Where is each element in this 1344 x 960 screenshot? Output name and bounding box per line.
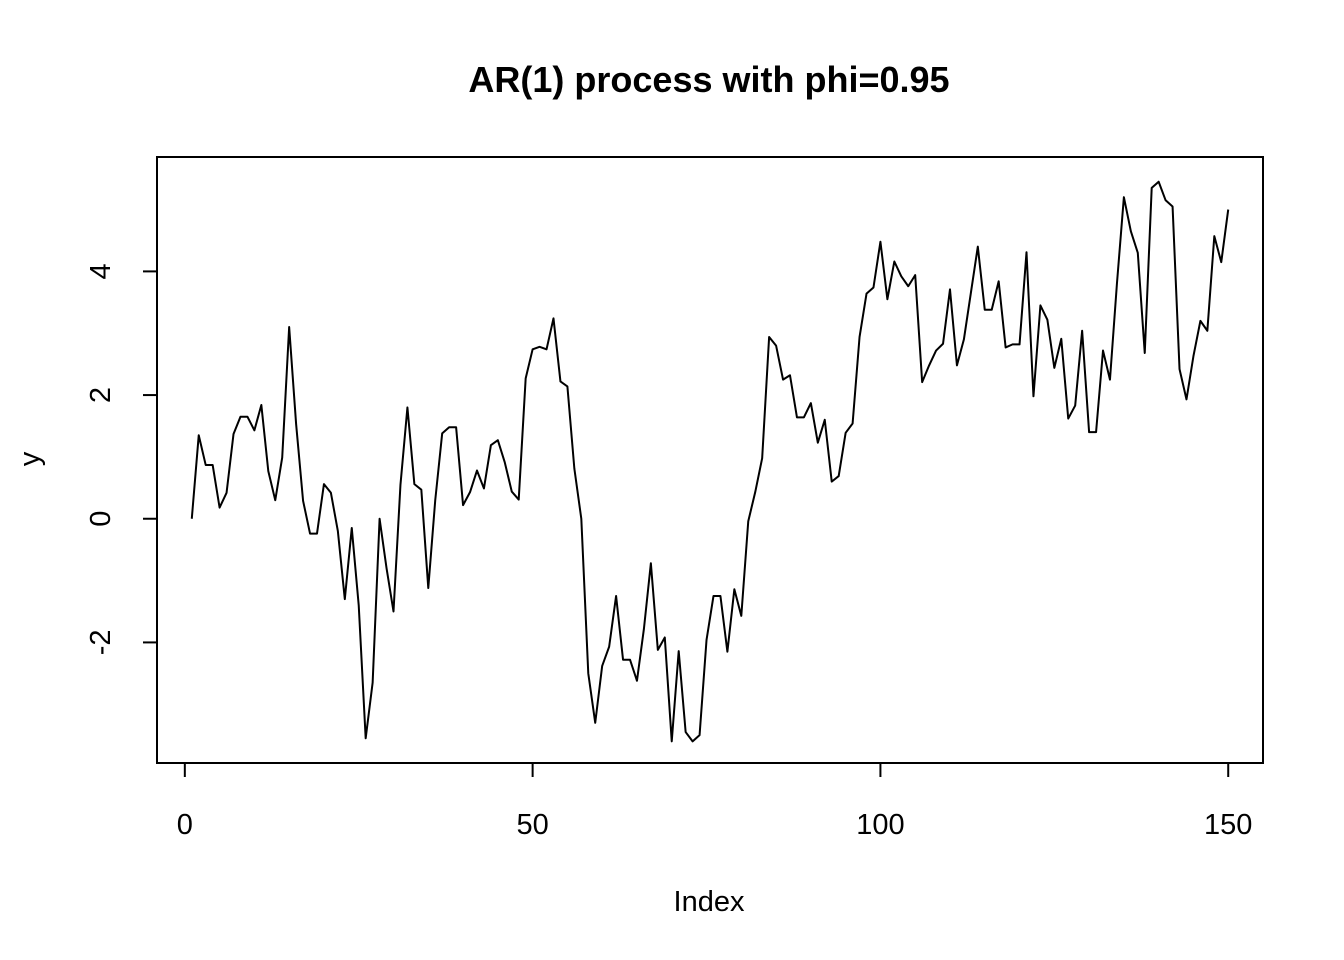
chart-title: AR(1) process with phi=0.95 [468, 59, 949, 100]
y-tick-label: 2 [85, 387, 117, 403]
x-axis: 0 50 100 150 [177, 762, 1252, 841]
x-tick-label: 150 [1204, 809, 1252, 841]
x-axis-label: Index [674, 886, 745, 918]
y-axis: -2 0 2 4 [85, 263, 158, 656]
y-axis-label: y [14, 451, 46, 466]
series-line [190, 180, 1230, 743]
x-tick-label: 50 [516, 809, 548, 841]
y-tick-label: -2 [85, 630, 117, 656]
y-tick-label: 4 [85, 263, 117, 279]
y-tick-label: 0 [85, 511, 117, 527]
x-tick-label: 100 [856, 809, 904, 841]
plot-frame [156, 156, 1264, 764]
x-tick-label: 0 [177, 809, 193, 841]
